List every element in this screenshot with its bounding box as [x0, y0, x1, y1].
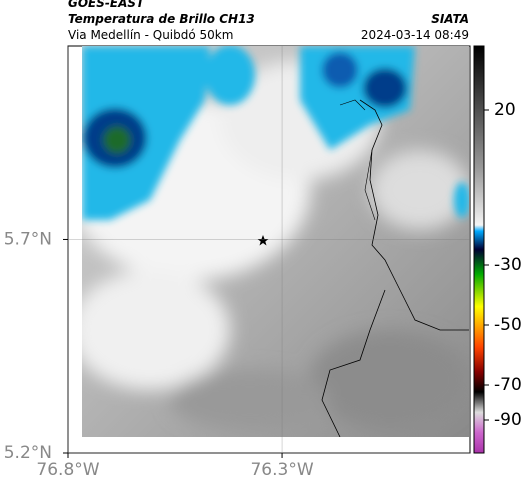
station-marker: [257, 235, 269, 246]
title: Temperatura de Brillo CH13: [68, 12, 255, 26]
datetime: 2024-03-14 08:49: [361, 28, 469, 42]
agency: SIATA: [431, 12, 469, 26]
subtitle: Via Medellín - Quibdó 50km: [68, 28, 233, 42]
colorbar-label: -50: [494, 315, 522, 335]
colorbar-label: 20: [494, 100, 516, 120]
source: GOES-EAST: [68, 0, 145, 10]
colorbar: 20 -30 -50 -70 -90: [473, 45, 522, 454]
lat-tick-label: 5.2°N: [4, 443, 52, 463]
lon-tick-label: 76.3°W: [250, 460, 313, 480]
map: [67, 45, 471, 454]
lat-tick-label: 5.7°N: [4, 229, 52, 249]
colorbar-label: -90: [494, 410, 522, 430]
colorbar-label: -70: [494, 375, 522, 395]
colorbar-label: -30: [494, 255, 522, 275]
lon-tick-label: 76.8°W: [36, 460, 99, 480]
